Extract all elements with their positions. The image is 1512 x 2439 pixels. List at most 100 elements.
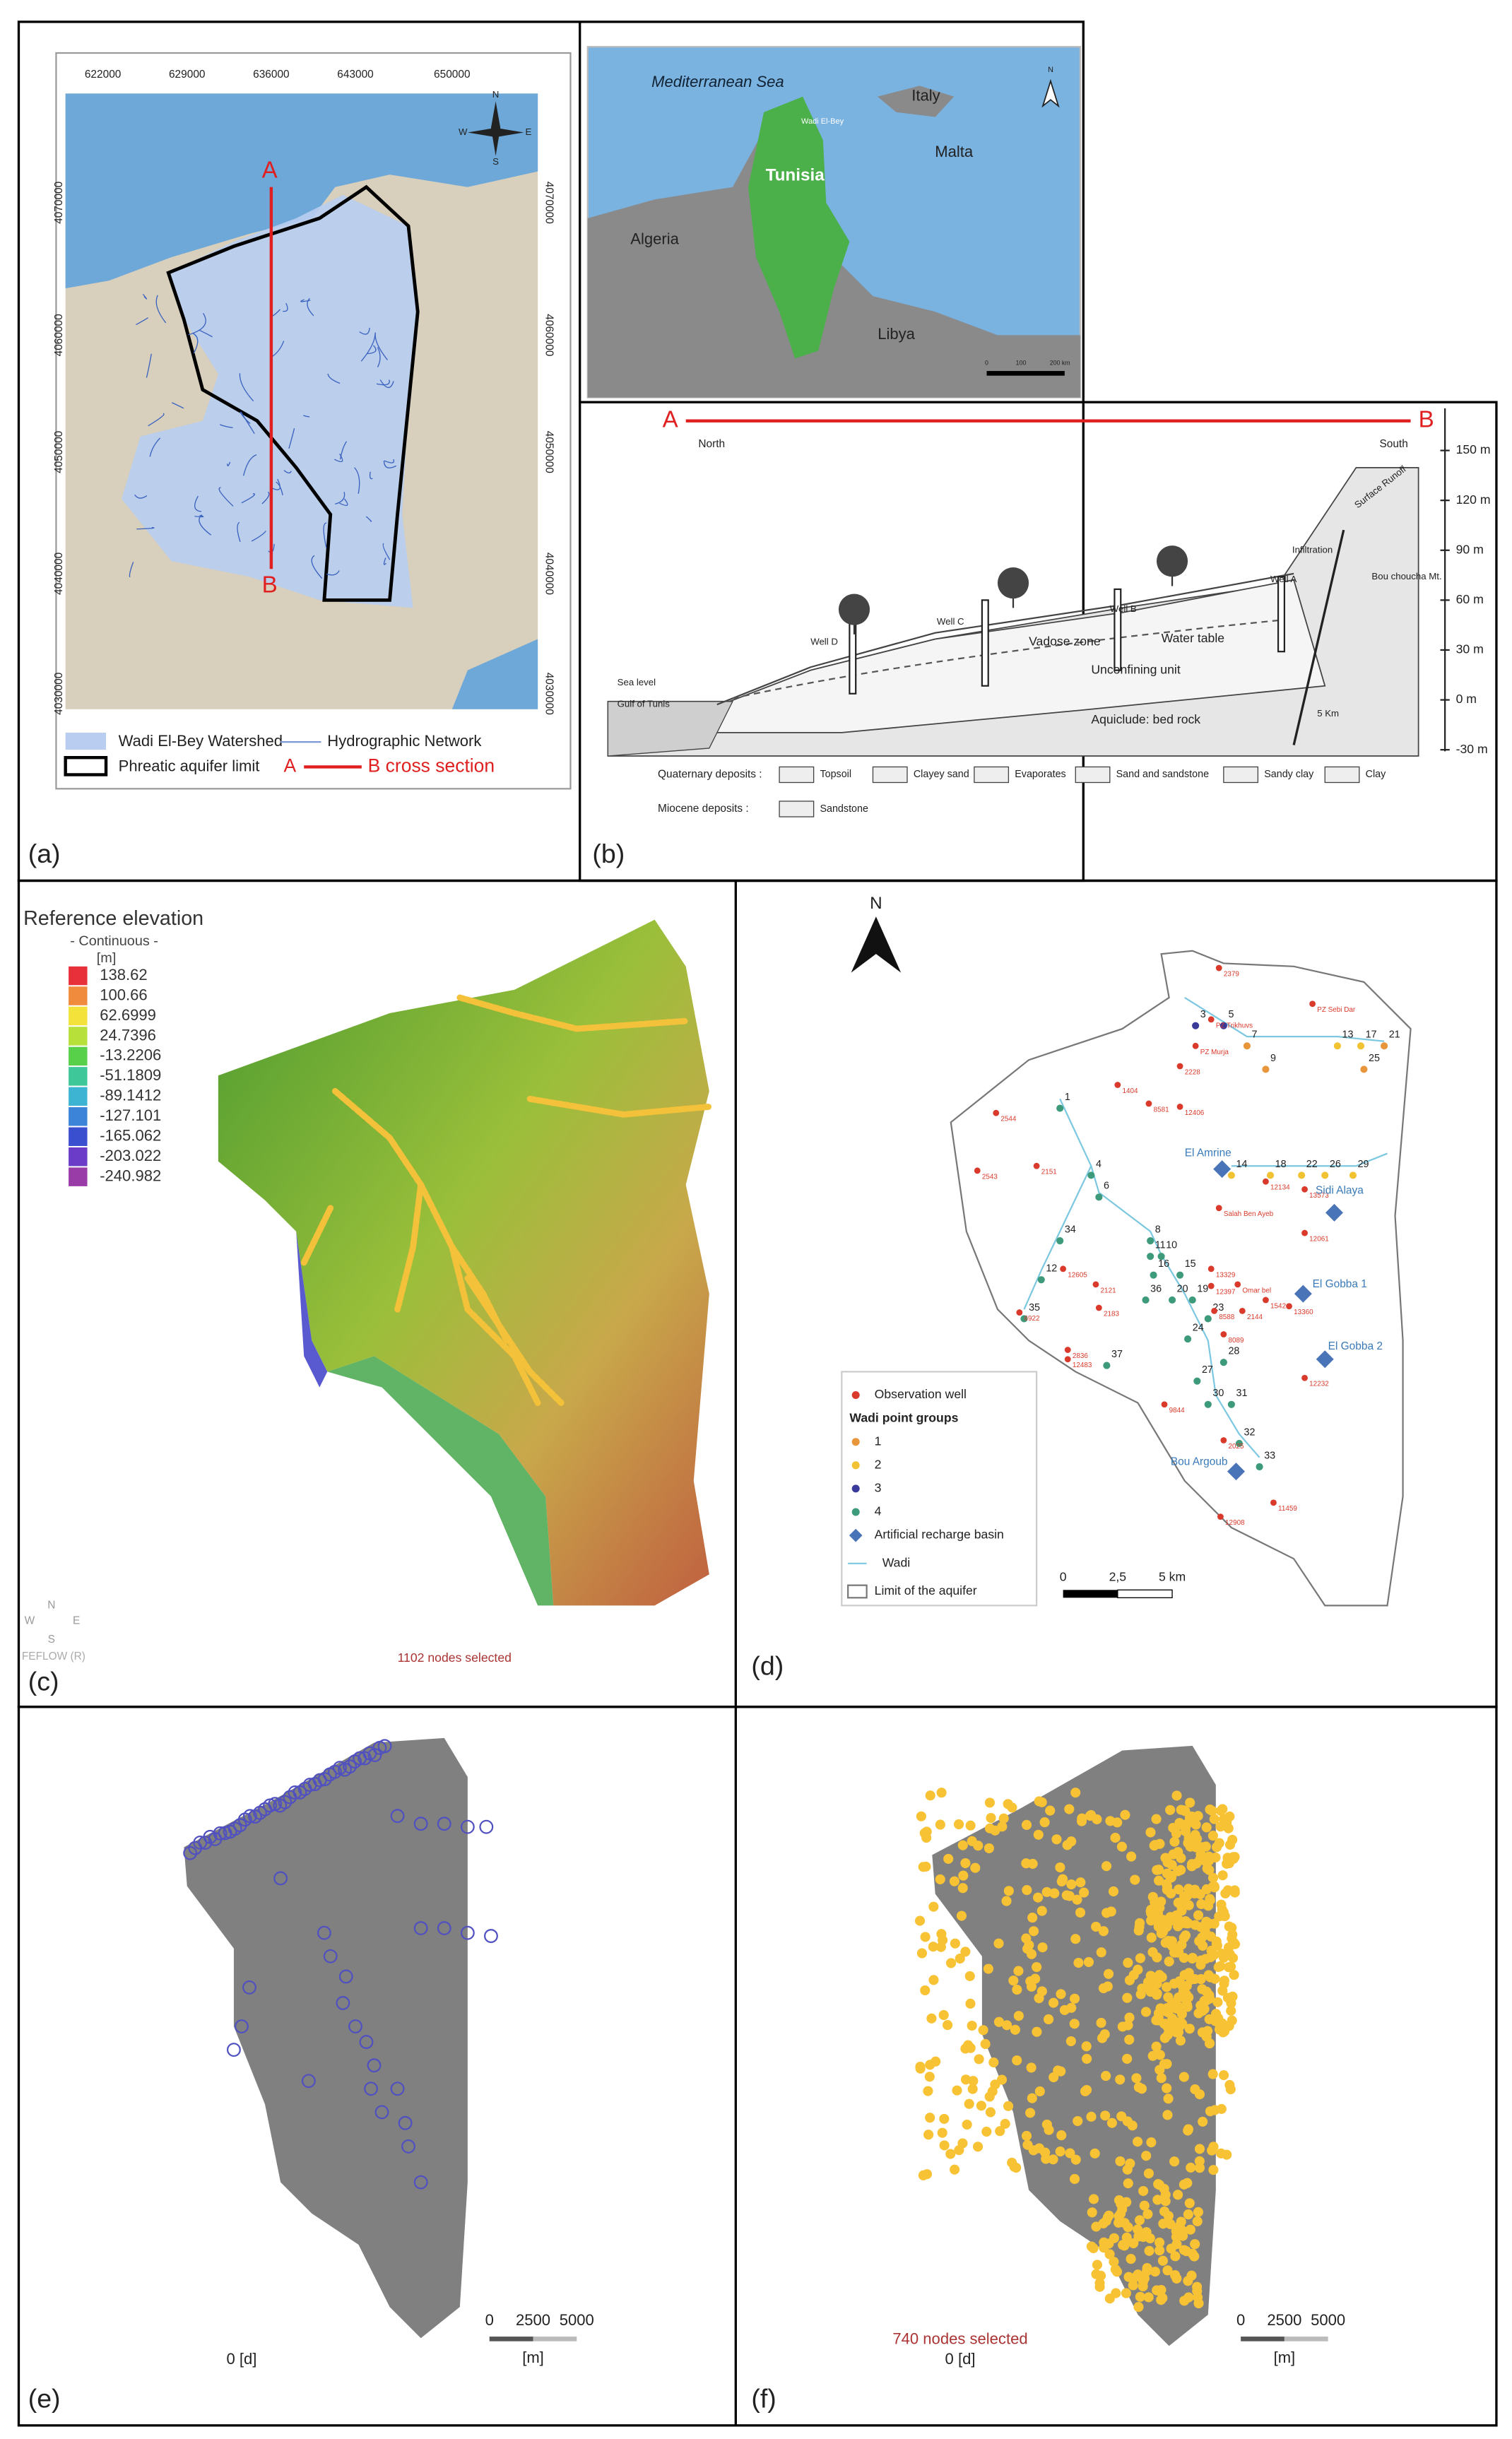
selected-node (1217, 1804, 1228, 1814)
wadi-point-label: 30 (1212, 1388, 1224, 1399)
legend-label: 2 (875, 1457, 882, 1471)
observation-well (1220, 1331, 1227, 1337)
boundary-node (242, 1809, 257, 1824)
legend-box (841, 1371, 1038, 1607)
selected-node (1171, 1790, 1182, 1801)
selected-node (1183, 1818, 1193, 1829)
wadi-point (1266, 1171, 1275, 1179)
selected-node (1154, 2237, 1165, 2248)
aquifer-limit (166, 184, 420, 602)
boundary-node (183, 1846, 198, 1860)
stream (311, 555, 323, 579)
legend-swatch (851, 1484, 860, 1493)
stream (172, 402, 184, 409)
selected-node (1190, 2239, 1200, 2250)
y-tick-label: 4050000 (53, 431, 65, 473)
selected-node (1111, 2288, 1121, 2298)
selected-node (1025, 2108, 1036, 2118)
selected-node (964, 2098, 974, 2109)
selected-node (1169, 1978, 1179, 1989)
well-label: 2228 (1185, 1068, 1201, 1076)
legend-swatch (69, 1006, 88, 1026)
legend-label: Clayey sand (914, 769, 969, 780)
stream (242, 454, 257, 476)
panel-label: (d) (751, 1651, 784, 1681)
selected-node (1154, 1875, 1164, 1886)
elevation-label: 150 m (1456, 442, 1491, 456)
selected-node (1123, 2020, 1133, 2031)
stream (283, 470, 292, 474)
selected-node (1032, 2026, 1042, 2037)
wadi-point (1360, 1065, 1368, 1073)
stream (148, 413, 165, 427)
stream (383, 557, 386, 565)
selected-node (993, 2016, 1005, 2027)
selected-node (986, 1812, 996, 1824)
legend-swatch (851, 1508, 860, 1516)
selected-node (1226, 1998, 1236, 2009)
selected-node (928, 1975, 939, 1985)
selected-node (1185, 2224, 1195, 2235)
selected-node (1167, 1999, 1177, 2009)
selected-node (1196, 1898, 1207, 1909)
annotation: Gulf of Tunis (618, 699, 671, 709)
selected-node (1131, 2073, 1142, 2084)
selected-node (1120, 1809, 1130, 1820)
wadi-nodes (394, 1181, 425, 1313)
stream (326, 570, 340, 576)
selected-node (1195, 1855, 1205, 1865)
basin-label: Bou Argoub (1171, 1455, 1228, 1467)
place-label: Mediterranean Sea (651, 73, 784, 90)
selected-node (923, 2130, 934, 2140)
sea (451, 639, 538, 709)
selected-node (1072, 1894, 1082, 1905)
observation-well (1161, 1401, 1168, 1408)
observation-well (1114, 1082, 1121, 1088)
x-tick-label: 629000 (169, 69, 206, 81)
selected-node (1116, 1841, 1127, 1852)
legend-title: Wadi point groups (849, 1410, 958, 1424)
selected-node (1184, 2198, 1195, 2209)
selected-node (983, 1963, 993, 1974)
wadi-point (1227, 1171, 1235, 1179)
selected-node (1216, 2103, 1227, 2114)
selected-node (1110, 1833, 1121, 1843)
elevation-label: 90 m (1456, 542, 1484, 556)
selected-node (1104, 2238, 1114, 2249)
selected-node (1163, 2211, 1174, 2221)
frame (17, 1706, 1498, 2427)
y-tick-label: 4070000 (53, 182, 65, 224)
selected-node (1094, 2281, 1105, 2292)
wadi-point (1235, 1439, 1243, 1447)
wadi-point-label: 5 (1228, 1009, 1234, 1020)
observation-well (993, 1109, 1000, 1116)
y-tick-label: 4050000 (543, 431, 555, 473)
selected-node (1157, 2255, 1168, 2266)
legend-label: 3 (875, 1481, 882, 1495)
selected-node (1104, 2249, 1115, 2260)
selected-node (1174, 1884, 1184, 1895)
stream (303, 415, 310, 418)
wadi-point-label: 11 (1155, 1240, 1166, 1251)
selected-node (967, 2084, 978, 2094)
selected-node (1059, 2004, 1070, 2015)
selected-node (1201, 1822, 1212, 1833)
selected-node (1209, 1814, 1219, 1824)
wadi-point-label: 22 (1306, 1159, 1318, 1170)
selected-node (1210, 1973, 1220, 1984)
north-arrow (1041, 78, 1060, 108)
stream (271, 478, 280, 490)
observation-node (390, 2081, 405, 2096)
selected-node (935, 1874, 945, 1884)
legend-swatch (69, 1167, 88, 1186)
legend-label: Wadi (882, 1555, 911, 1569)
selected-node (1170, 2270, 1181, 2281)
selected-node (1143, 2292, 1154, 2303)
y-tick-label: 4060000 (543, 314, 555, 356)
elevation-label: 0 m (1456, 692, 1477, 706)
legend-label: Phreatic aquifer limit (119, 757, 260, 774)
wadi-nodes (526, 1095, 713, 1118)
selected-node (1056, 2130, 1067, 2141)
wadi-point-label: 16 (1158, 1258, 1169, 1270)
selected-node (1162, 2265, 1173, 2276)
